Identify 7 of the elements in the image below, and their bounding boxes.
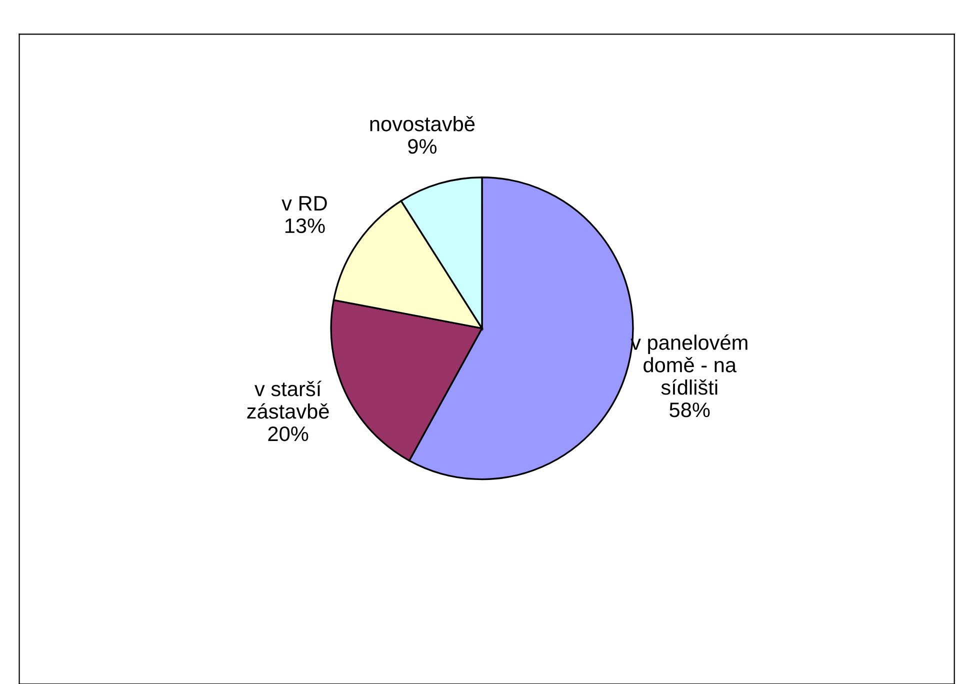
data-label: 20% (268, 426, 308, 442)
data-label: 58% (670, 402, 710, 418)
slice-label: novostavbě (370, 116, 475, 132)
data-label: 13% (285, 218, 325, 234)
slice-label: v RD (282, 196, 327, 210)
slice-label: v starší zástavbě (247, 380, 329, 419)
data-label: 9% (408, 139, 437, 154)
